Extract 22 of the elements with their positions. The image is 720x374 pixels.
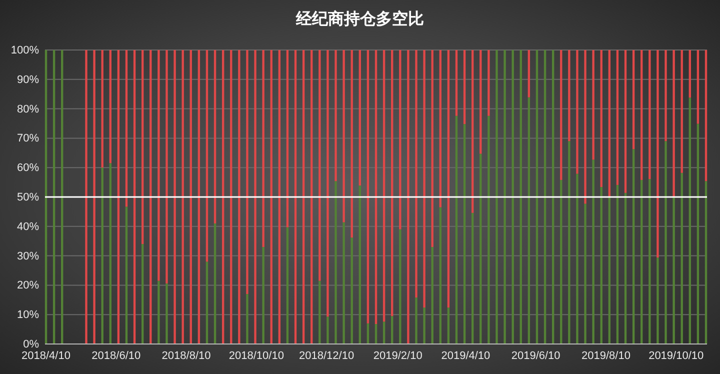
x-tick-label: 2018/10/10 xyxy=(228,350,284,362)
x-tick-label: 2018/4/10 xyxy=(22,350,70,362)
y-tick-label: 10% xyxy=(16,309,40,322)
y-tick-label: 100% xyxy=(10,44,40,57)
y-tick-label: 30% xyxy=(16,250,40,262)
x-tick-label: 2019/10/10 xyxy=(648,350,704,362)
x-tick-label: 2019/6/10 xyxy=(511,350,560,362)
y-tick-label: 80% xyxy=(16,103,40,116)
x-tick-label: 2019/4/10 xyxy=(441,350,490,362)
x-tick-label: 2018/8/10 xyxy=(162,350,211,362)
y-tick-label: 20% xyxy=(16,280,40,292)
x-tick-label: 2019/2/10 xyxy=(373,350,422,362)
x-tick-label: 2019/8/10 xyxy=(581,350,630,362)
y-tick-label: 90% xyxy=(16,74,40,86)
y-tick-label: 40% xyxy=(16,220,40,233)
chart-title: 经纪商持仓多空比 xyxy=(295,10,424,28)
y-tick-label: 70% xyxy=(16,132,40,145)
y-tick-label: 50% xyxy=(16,192,40,204)
x-tick-label: 2018/12/10 xyxy=(299,350,354,362)
y-tick-label: 0% xyxy=(23,338,40,351)
x-tick-label: 2018/6/10 xyxy=(92,350,141,362)
y-tick-label: 60% xyxy=(16,162,40,174)
